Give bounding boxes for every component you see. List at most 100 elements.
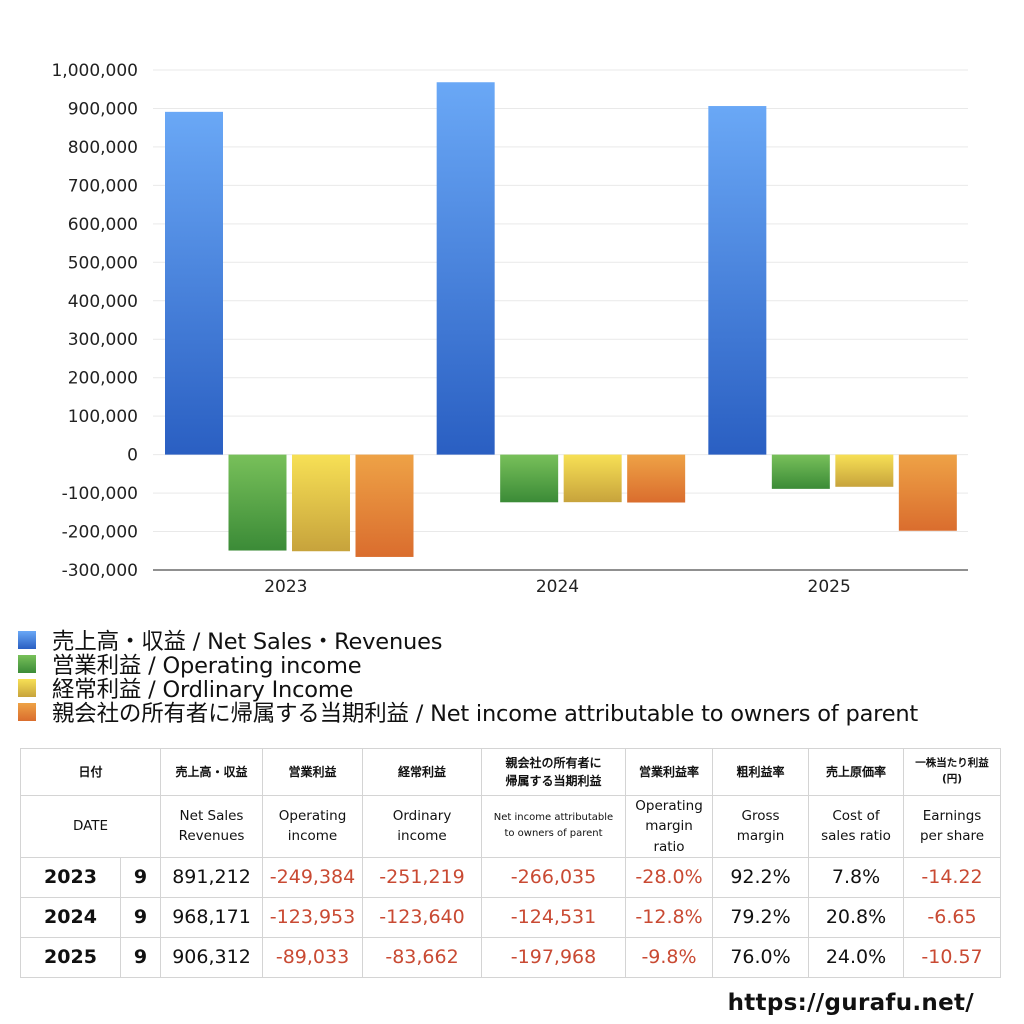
cell-eps: -10.57 xyxy=(903,936,1002,978)
y-tick-label: 700,000 xyxy=(68,176,138,196)
cell-ordinary-income: -83,662 xyxy=(362,936,483,978)
legend-item-net-income: 親会社の所有者に帰属する当期利益 / Net income attributab… xyxy=(18,700,918,727)
legend-label-operating-income: 営業利益 / Operating income xyxy=(52,653,362,679)
y-axis-tick-labels: 1,000,000 900,000 800,000 700,000 600,000 500… xyxy=(51,61,138,581)
table-row: 2025 9 906,312 -89,033 -83,662 -197,968 … xyxy=(20,936,1002,978)
y-tick-label: 1,000,000 xyxy=(51,61,138,81)
th-ordinary-income-en: Ordinary income xyxy=(362,795,483,858)
y-tick-label: 900,000 xyxy=(68,99,138,119)
bar-ordinary-income-2024 xyxy=(563,454,622,503)
cell-month: 9 xyxy=(119,896,162,938)
cell-net-sales: 906,312 xyxy=(160,936,264,978)
bar-net-sales-2024 xyxy=(436,82,495,455)
bar-operating-income-2024 xyxy=(500,454,559,503)
y-tick-label: -100,000 xyxy=(62,484,138,504)
cell-cost-ratio: 20.8% xyxy=(808,896,905,938)
th-net-income-jp: 親会社の所有者に 帰属する当期利益 xyxy=(481,748,627,796)
th-operating-margin-en-line1: Operating xyxy=(635,798,703,814)
th-net-income-en-line1: Net income attributable xyxy=(493,812,614,824)
cell-ordinary-income: -251,219 xyxy=(362,856,483,898)
bar-operating-income-2025 xyxy=(771,454,830,489)
legend-label-net-income: 親会社の所有者に帰属する当期利益 / Net income attributab… xyxy=(52,701,919,727)
y-tick-label: 0 xyxy=(127,446,138,466)
bar-net-income-2025 xyxy=(898,454,957,531)
legend-item-operating-income: 営業利益 / Operating income xyxy=(18,652,918,679)
bar-net-income-2023 xyxy=(355,454,414,557)
table-header-jp: 日付 売上高・収益 営業利益 経常利益 親会社の所有者に 帰属する当期利益 営業利… xyxy=(19,748,1002,796)
x-tick-label: 2024 xyxy=(536,577,579,597)
th-operating-income-jp: 営業利益 xyxy=(262,748,364,796)
cell-operating-income: -249,384 xyxy=(262,856,364,898)
cell-operating-margin: -28.0% xyxy=(625,856,714,898)
x-axis-tick-labels: 2023 2024 2025 xyxy=(264,577,851,597)
y-tick-label: -300,000 xyxy=(62,561,138,581)
th-eps-en-line1: Earnings xyxy=(922,808,982,825)
th-eps-en-line2: per share xyxy=(919,828,985,845)
th-net-sales-jp: 売上高・収益 xyxy=(160,748,264,796)
th-gross-margin-jp: 粗利益率 xyxy=(712,748,810,796)
y-tick-label: 300,000 xyxy=(68,330,138,350)
source-url[interactable]: https://gurafu.net/ xyxy=(727,990,974,1016)
cell-operating-income: -123,953 xyxy=(262,896,364,938)
x-tick-label: 2023 xyxy=(264,577,307,597)
cell-net-sales: 968,171 xyxy=(160,896,264,938)
x-tick-label: 2025 xyxy=(808,577,851,597)
y-tick-label: 500,000 xyxy=(68,253,138,273)
bar-net-income-2024 xyxy=(627,454,686,503)
th-net-sales-en-line1: Net Sales xyxy=(179,808,244,825)
th-eps-jp: 一株当たり利益 (円) xyxy=(903,748,1002,796)
th-net-sales-en: Net Sales Revenues xyxy=(160,795,264,858)
th-ordinary-income-en-line2: income xyxy=(397,828,447,845)
bar-ordinary-income-2025 xyxy=(835,454,894,487)
th-ordinary-income-jp: 経常利益 xyxy=(362,748,483,796)
bar-chart: 1,000,000 900,000 800,000 700,000 600,000 500… xyxy=(51,61,968,597)
th-operating-income-en: Operating income xyxy=(262,795,364,858)
cell-year: 2024 xyxy=(20,896,121,938)
grid-lines xyxy=(153,69,968,533)
th-operating-margin-en-line2: margin xyxy=(645,818,693,835)
y-tick-label: 400,000 xyxy=(68,292,138,312)
legend-label-net-sales: 売上高・収益 / Net Sales・Revenues xyxy=(52,629,443,655)
th-eps-en: Earnings per share xyxy=(903,795,1002,858)
legend-item-net-sales: 売上高・収益 / Net Sales・Revenues xyxy=(18,628,918,655)
th-net-income-jp-line2: 帰属する当期利益 xyxy=(505,774,602,788)
cell-operating-margin: -9.8% xyxy=(625,936,714,978)
th-cost-ratio-en-line1: Cost of xyxy=(832,808,880,825)
th-operating-margin-jp: 営業利益率 xyxy=(625,748,714,796)
cell-net-income: -197,968 xyxy=(481,936,627,978)
cell-cost-ratio: 24.0% xyxy=(808,936,905,978)
cell-operating-income: -89,033 xyxy=(262,936,364,978)
legend-swatch-net-income xyxy=(18,703,36,721)
th-net-income-jp-line1: 親会社の所有者に xyxy=(505,756,602,770)
y-tick-label: 100,000 xyxy=(68,407,138,427)
th-net-income-en-line2: to owners of parent xyxy=(504,828,603,840)
bar-net-sales-2023 xyxy=(165,111,223,455)
th-eps-jp-line1: 一株当たり利益 xyxy=(915,757,989,770)
table-row: 2023 9 891,212 -249,384 -251,219 -266,03… xyxy=(20,856,1002,898)
cell-gross-margin: 79.2% xyxy=(712,896,810,938)
th-eps-jp-line2: (円) xyxy=(941,773,963,785)
th-operating-income-en-line2: income xyxy=(287,828,338,845)
th-operating-income-en-line1: Operating xyxy=(278,808,347,825)
th-cost-ratio-en: Cost of sales ratio xyxy=(808,795,905,858)
cell-net-income: -266,035 xyxy=(481,856,627,898)
th-operating-margin-en: Operating margin ratio xyxy=(625,795,714,858)
th-operating-margin-en-line3: ratio xyxy=(653,838,685,855)
y-tick-label: -200,000 xyxy=(62,523,138,543)
bar-net-sales-2025 xyxy=(708,106,767,455)
cell-gross-margin: 76.0% xyxy=(712,936,810,978)
cell-operating-margin: -12.8% xyxy=(625,896,714,938)
th-gross-margin-en-line1: Gross xyxy=(741,808,780,825)
y-tick-label: 200,000 xyxy=(68,369,138,389)
legend-swatch-ordinary-income xyxy=(18,679,36,697)
y-tick-label: 800,000 xyxy=(68,138,138,158)
legend-swatch-net-sales xyxy=(18,631,36,649)
cell-cost-ratio: 7.8% xyxy=(808,856,905,898)
cell-ordinary-income: -123,640 xyxy=(362,896,483,938)
th-gross-margin-en-line2: margin xyxy=(736,828,785,845)
cell-eps: -14.22 xyxy=(903,856,1002,898)
th-net-income-en: Net income attributable to owners of pare… xyxy=(481,795,627,858)
bar-marks xyxy=(165,82,957,557)
legend-swatch-operating-income xyxy=(18,655,36,673)
cell-net-sales: 891,212 xyxy=(160,856,264,898)
